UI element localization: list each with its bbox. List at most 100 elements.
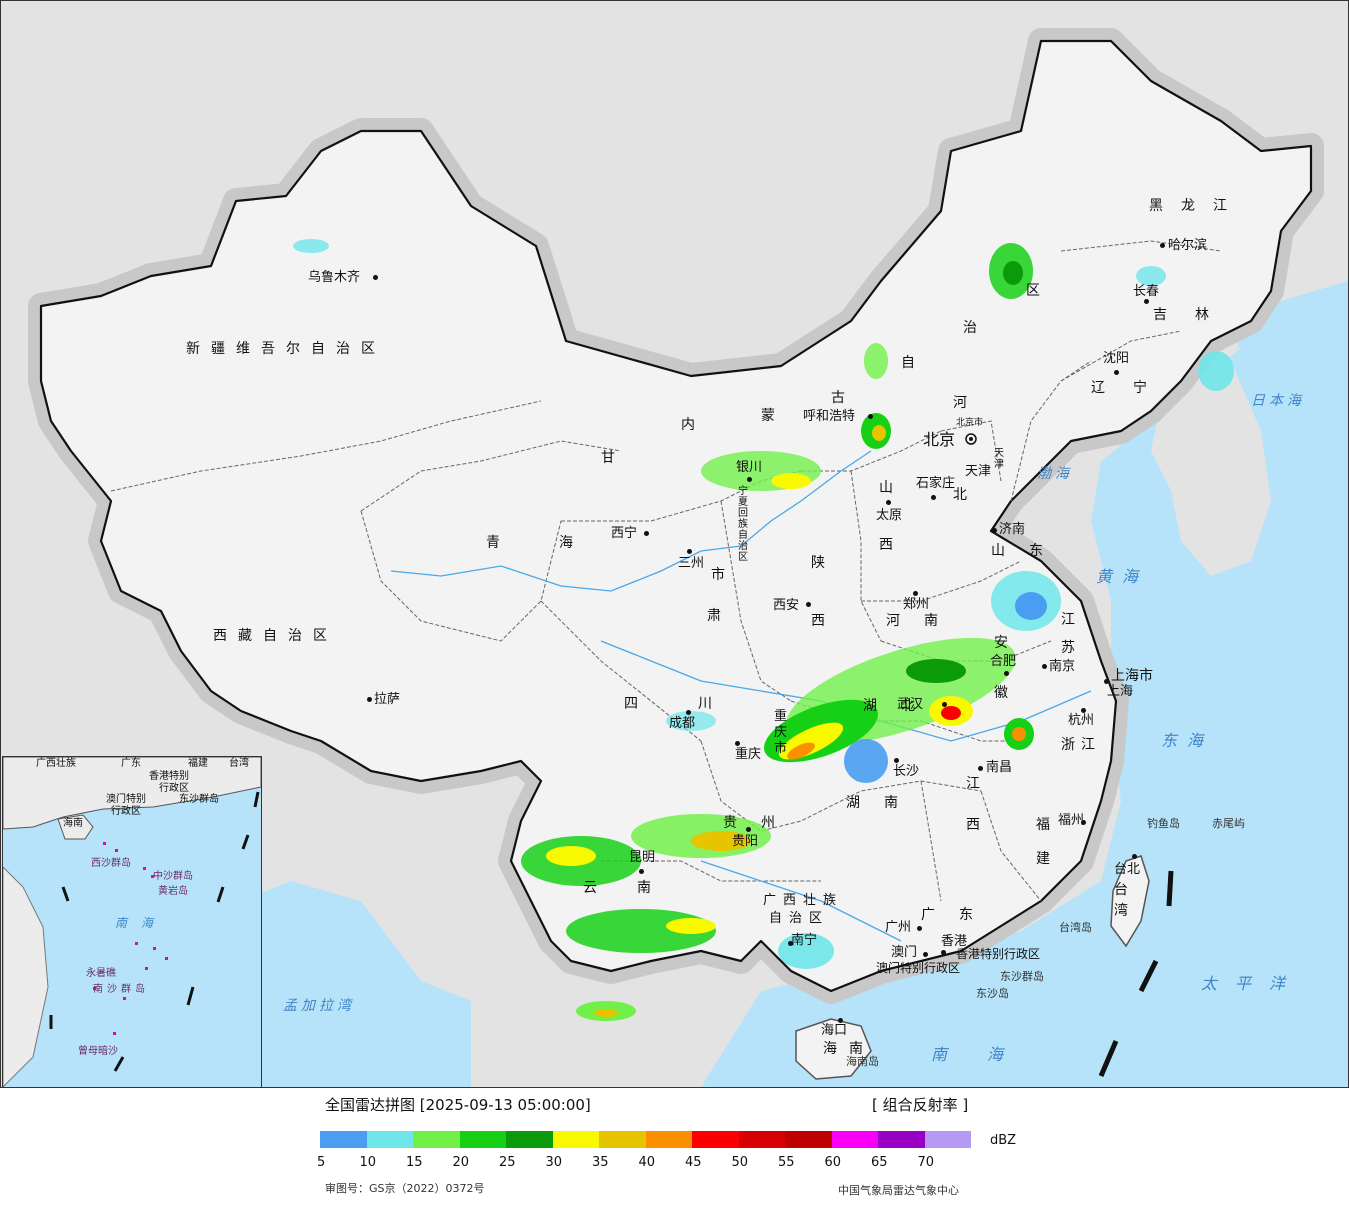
- legend-tick-label: 25: [499, 1155, 516, 1170]
- legend-tick-label: 65: [871, 1155, 888, 1170]
- sea-huanghai: 黄海: [1096, 567, 1149, 586]
- label-heilongjiang: 黑龙江: [1149, 198, 1245, 214]
- city-taibei: 台北: [1114, 862, 1141, 877]
- label-shandong: 山东: [991, 543, 1067, 559]
- label-guangxi-2: 自治区: [769, 911, 830, 926]
- color-scale-bar: [320, 1131, 971, 1148]
- city-urumqi: 乌鲁木齐: [308, 270, 361, 285]
- sea-taipingyang: 太平洋: [1201, 974, 1304, 993]
- label-hk-sar: 香港特别行政区: [956, 947, 1041, 961]
- city-xian: 西安: [773, 598, 800, 613]
- legend-tick-label: 60: [824, 1155, 842, 1170]
- provider-credit: 中国气象局雷达气象中心: [838, 1184, 959, 1197]
- label-guangxi-1: 广西壮族: [763, 893, 844, 908]
- inset-macau2: 行政区: [111, 806, 141, 817]
- sea-mengjiala: 孟加拉湾: [283, 998, 355, 1014]
- label-tianjin-shi: 天津: [994, 448, 1004, 470]
- legend-swatch: [924, 1131, 971, 1148]
- label-neimenggu-6: 区: [1026, 283, 1051, 299]
- legend-title: 全国雷达拼图 [2025-09-13 05:00:00]: [325, 1096, 591, 1114]
- legend-swatch: [552, 1131, 599, 1148]
- label-fujian-1: 福: [1036, 817, 1061, 833]
- city-xining: 西宁: [611, 526, 638, 541]
- inset-nanhai: 南海: [115, 916, 168, 930]
- label-liaoning: 辽宁: [1091, 380, 1175, 396]
- bay-bengal: [241, 881, 471, 1087]
- inset-guangxi: 广西壮族: [36, 758, 76, 769]
- inset-fujian: 福建: [188, 758, 208, 769]
- label-ningxia: 宁夏回族自治区: [738, 486, 748, 563]
- city-nanchang: 南昌: [986, 760, 1013, 775]
- legend-swatch: [413, 1131, 460, 1148]
- label-jiangxi-2: 西: [966, 817, 991, 833]
- legend-swatch: [320, 1131, 367, 1148]
- label-guangdong: 广东: [921, 907, 997, 923]
- label-hunan: 湖南: [846, 795, 922, 811]
- label-taiwan-2: 湾: [1114, 903, 1139, 919]
- city-guiyang: 贵阳: [732, 834, 759, 849]
- inset-zhongsha: 中沙群岛: [153, 871, 193, 882]
- label-qinghai-2: 海: [559, 535, 584, 551]
- legend-swatch: [645, 1131, 692, 1148]
- south-china-sea-inset: 广西壮族 广东 福建 台湾 香港特别 行政区 澳门特别 行政区 东沙群岛 海南 …: [2, 756, 262, 1087]
- inset-guangdong: 广东: [121, 758, 141, 769]
- island-chiwei: 赤尾屿: [1212, 817, 1245, 830]
- inset-yongshu: 永暑礁: [86, 968, 116, 979]
- label-neimenggu-3: 古: [831, 390, 856, 406]
- legend-swatch: [785, 1131, 832, 1148]
- city-wuhan: 武汉: [897, 697, 924, 712]
- legend-tick-label: 40: [638, 1155, 656, 1170]
- city-changsha: 长沙: [893, 764, 920, 779]
- label-neimenggu-1: 内: [681, 417, 706, 433]
- map-canvas: [28, 28, 1348, 1087]
- city-hefei: 合肥: [990, 654, 1017, 669]
- legend-swatch: [878, 1131, 925, 1148]
- label-shanghai-shi: 上海市: [1111, 668, 1153, 684]
- city-jinan: 济南: [999, 522, 1026, 537]
- label-lanzhou-shi: 市: [711, 567, 736, 583]
- legend-tick-label: 10: [359, 1155, 377, 1170]
- legend-swatch: [831, 1131, 878, 1148]
- label-anhui-2: 徽: [994, 685, 1019, 701]
- island-hainan-dao: 海南岛: [846, 1055, 879, 1068]
- city-nanjing: 南京: [1049, 659, 1076, 674]
- label-jiangsu-1: 江: [1061, 612, 1086, 628]
- legend-product: [ 组合反射率 ]: [872, 1096, 969, 1114]
- city-hongkong: 香港: [941, 934, 968, 949]
- label-shanxi-2: 西: [879, 537, 904, 553]
- city-shijiazhuang: 石家庄: [916, 476, 956, 491]
- city-chengdu: 成都: [669, 716, 696, 731]
- label-shaanxi-2: 西: [811, 613, 836, 629]
- city-macau: 澳门: [891, 945, 918, 960]
- legend-swatch: [506, 1131, 553, 1148]
- review-number: 审图号：GS京（2022）0372号: [325, 1182, 485, 1195]
- beijing-capital-marker: [965, 433, 977, 445]
- label-anhui-1: 安: [994, 635, 1019, 651]
- sea-donghai: 东海: [1161, 731, 1214, 750]
- label-hebei-2: 北: [953, 487, 978, 503]
- sea-riben: 日本海: [1251, 393, 1305, 409]
- hainan-island: [795, 1018, 872, 1080]
- city-changchun: 长春: [1133, 284, 1160, 299]
- label-macau-sar: 澳门特别行政区: [876, 961, 961, 975]
- label-neimenggu-4: 自: [901, 355, 926, 371]
- label-qinghai-1: 青: [486, 535, 511, 551]
- island-diaoyu: 钓鱼岛: [1147, 817, 1180, 830]
- inset-hk2: 行政区: [159, 783, 189, 794]
- label-beijing-shi: 北京市: [956, 418, 984, 428]
- legend-tick-label: 15: [406, 1155, 423, 1170]
- label-jiangxi-1: 江: [966, 776, 991, 792]
- label-shanxi-1: 山: [879, 480, 904, 496]
- label-gansu-2: 肃: [707, 608, 732, 624]
- label-zhejiang: 浙江: [1061, 737, 1101, 753]
- legend-tick-label: 55: [778, 1155, 795, 1170]
- label-gansu-1: 甘: [601, 450, 626, 466]
- inset-hainan: 海南: [63, 818, 83, 829]
- legend-swatch: [692, 1131, 739, 1148]
- city-harbin: 哈尔滨: [1168, 238, 1208, 253]
- label-taiwan-1: 台: [1114, 882, 1139, 898]
- label-hebei-1: 河: [953, 395, 978, 411]
- korea-land: [1151, 361, 1271, 576]
- city-chongqing: 重庆: [735, 747, 762, 762]
- island-dongsha-dao: 东沙岛: [976, 987, 1009, 1000]
